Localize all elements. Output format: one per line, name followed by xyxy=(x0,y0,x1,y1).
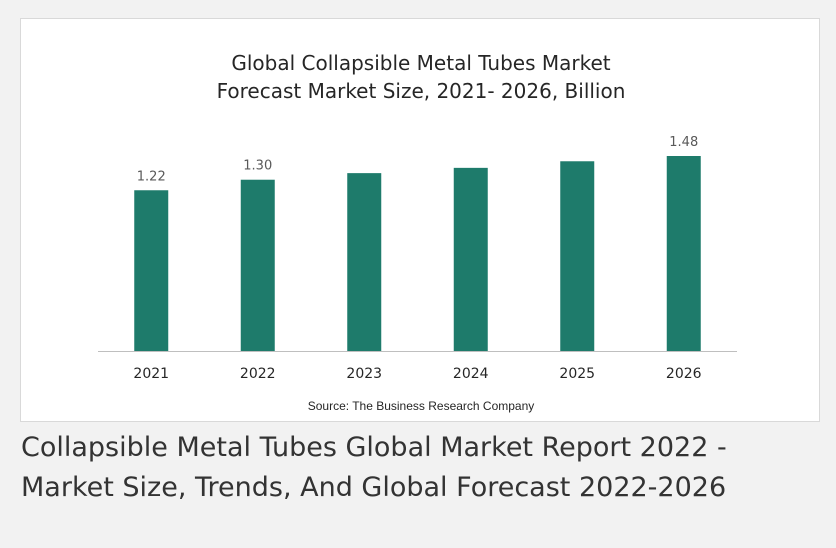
x-tick-label-2021: 2021 xyxy=(133,366,169,382)
bar-2022[interactable] xyxy=(240,179,275,351)
x-tick-label-2026: 2026 xyxy=(666,366,702,382)
bar-2026[interactable] xyxy=(666,156,701,351)
x-tick-label-2024: 2024 xyxy=(453,366,489,382)
chart-title-line-1: Global Collapsible Metal Tubes Market xyxy=(231,51,611,75)
bar-2021[interactable] xyxy=(134,190,169,351)
data-label-2022: 1.30 xyxy=(243,159,272,174)
bar-2023[interactable] xyxy=(347,173,382,351)
x-tick-label-2022: 2022 xyxy=(240,366,276,382)
chart-title-line-2: Forecast Market Size, 2021- 2026, Billio… xyxy=(216,79,626,103)
chart-source: Source: The Business Research Company xyxy=(307,399,535,413)
caption-line-1: Collapsible Metal Tubes Global Market Re… xyxy=(21,432,727,463)
bar-chart: 1.22 2021 1.30 2022 2023 2024 2025 1.48 2026 xyxy=(98,135,737,382)
data-label-2021: 1.22 xyxy=(137,169,166,184)
chart-title: Global Collapsible Metal Tubes Market Fo… xyxy=(21,49,821,105)
bar-2025[interactable] xyxy=(560,161,595,351)
report-caption[interactable]: Collapsible Metal Tubes Global Market Re… xyxy=(21,428,821,508)
x-tick-label-2023: 2023 xyxy=(346,366,382,382)
bar-2024[interactable] xyxy=(453,167,488,351)
chart-card: Global Collapsible Metal Tubes Market Fo… xyxy=(20,18,820,422)
caption-line-2: Market Size, Trends, And Global Forecast… xyxy=(21,472,727,503)
data-label-2026: 1.48 xyxy=(669,135,698,150)
x-tick-label-2025: 2025 xyxy=(559,366,595,382)
